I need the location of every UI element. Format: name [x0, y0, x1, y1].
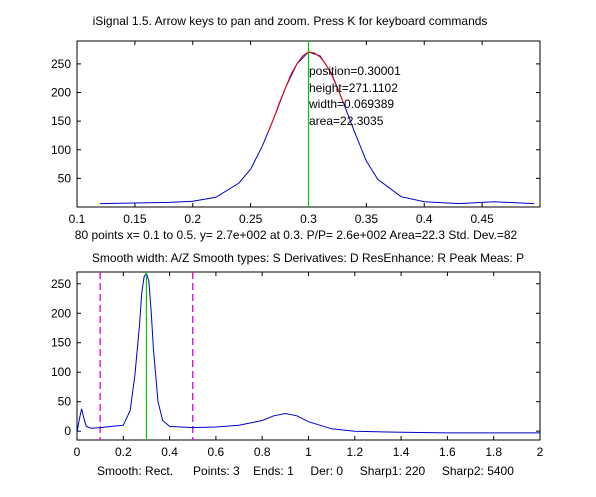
lower-y-tick-label: 250 — [51, 277, 71, 291]
lower-x-tick-label: 0.6 — [208, 445, 225, 459]
upper-ticks: 0.1 0.15 0.2 0.25 0.3 0.35 0.4 0.45 50 100 150 200 2… — [51, 41, 540, 226]
upper-plot[interactable]: 0.1 0.15 0.2 0.25 0.3 0.35 0.4 0.45 50 100 150 200 2… — [51, 40, 541, 226]
upper-x-tick-label: 0.3 — [300, 212, 317, 226]
upper-x-tick-label: 0.35 — [355, 212, 379, 226]
lower-series — [76, 272, 540, 440]
lower-ticks: 0 0.2 0.4 0.6 0.8 1 1.2 1.4 1.6 1.8 2 0 50 100 150 200 2… — [51, 272, 544, 459]
lower-plot-title: Smooth width: A/Z Smooth types: S Deriva… — [92, 251, 524, 265]
upper-x-tick-label: 0.25 — [239, 212, 263, 226]
lower-plot[interactable]: 0 0.2 0.4 0.6 0.8 1 1.2 1.4 1.6 1.8 2 0 50 100 150 200 2… — [51, 271, 544, 459]
peak-annotation: position=0.30001 height=271.1102 width=0… — [308, 64, 401, 128]
lower-y-tick-label: 0 — [64, 424, 71, 438]
lower-x-tick-label: 1.8 — [485, 445, 502, 459]
lower-x-tick-label: 0.8 — [254, 445, 271, 459]
upper-y-tick-label: 150 — [51, 114, 71, 128]
upper-x-tick-label: 0.1 — [69, 212, 86, 226]
upper-series-fit-line — [267, 51, 344, 133]
upper-y-tick-label: 50 — [58, 171, 72, 185]
upper-x-tick-label: 0.4 — [416, 212, 433, 226]
upper-series — [100, 41, 535, 207]
peak-position-label: position=0.30001 — [309, 64, 401, 78]
lower-x-tick-label: 1 — [305, 445, 312, 459]
lower-y-tick-label: 150 — [51, 336, 71, 350]
lower-y-tick-label: 200 — [51, 306, 71, 320]
lower-y-tick-label: 100 — [51, 365, 71, 379]
peak-height-label: height=271.1102 — [309, 81, 398, 95]
upper-x-tick-label: 0.2 — [184, 212, 201, 226]
lower-x-tick-label: 2 — [537, 445, 544, 459]
status-line: Smooth: Rect. Points: 3 Ends: 1 Der: 0 S… — [97, 464, 514, 478]
upper-x-tick-label: 0.15 — [123, 212, 147, 226]
lower-x-tick-label: 1.4 — [393, 445, 410, 459]
lower-x-tick-label: 0.4 — [161, 445, 178, 459]
lower-x-tick-label: 1.2 — [346, 445, 363, 459]
lower-x-tick-label: 0 — [74, 445, 81, 459]
lower-x-tick-label: 1.6 — [439, 445, 456, 459]
upper-y-tick-label: 250 — [51, 57, 71, 71]
upper-info-line: 80 points x= 0.1 to 0.5. y= 2.7e+002 at … — [75, 228, 518, 242]
lower-series-signal-line — [76, 272, 540, 434]
lower-x-tick-label: 0.2 — [115, 445, 132, 459]
upper-y-tick-label: 200 — [51, 86, 71, 100]
peak-area-label: area=22.3035 — [309, 114, 384, 128]
figure-title: iSignal 1.5. Arrow keys to pan and zoom.… — [93, 14, 488, 28]
peak-width-label: width=0.069389 — [308, 97, 394, 111]
lower-y-tick-label: 50 — [58, 395, 72, 409]
upper-y-tick-label: 100 — [51, 143, 71, 157]
upper-x-tick-label: 0.45 — [470, 212, 494, 226]
